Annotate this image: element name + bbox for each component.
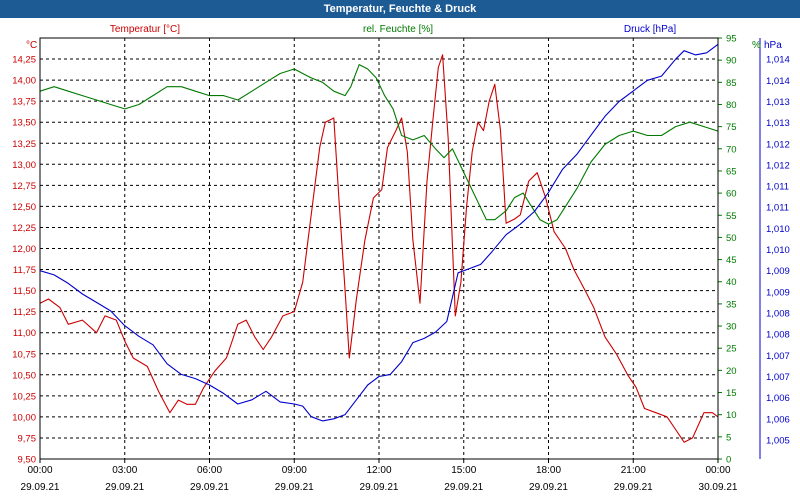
humidity-tick-label: 25	[726, 344, 737, 355]
pressure-tick-label: 1,008	[766, 309, 790, 320]
x-tick-label-date: 29.09.21	[105, 482, 144, 493]
plot-frame	[39, 37, 761, 463]
temperature-tick-label: 12,75	[12, 181, 36, 192]
humidity-tick-label: 50	[726, 233, 737, 244]
pressure-tick-label: 1,010	[766, 245, 790, 256]
x-tick-label-date: 29.09.21	[444, 482, 483, 493]
humidity-tick-label: 70	[726, 144, 737, 155]
pressure-tick-label: 1,013	[766, 118, 790, 129]
temperature-tick-label: 11,50	[13, 286, 36, 297]
pressure-tick-label: 1,014	[766, 76, 790, 87]
chart-area: 9,50 9,75 10,00 10,25 10,50 10,75 11,00 11,25 11…	[12, 24, 790, 493]
humidity-tick-label: 85	[726, 78, 737, 89]
temperature-tick-label: 13,25	[12, 139, 36, 150]
humidity-tick-label: 80	[726, 100, 737, 111]
humidity-tick-label: 65	[726, 166, 737, 177]
temperature-tick-label: 11,00	[13, 328, 36, 339]
x-tick-label-date: 29.09.21	[190, 482, 229, 493]
x-tick-label-date: 29.09.21	[21, 482, 60, 493]
humidity-tick-label: 10	[726, 410, 737, 421]
temperature-tick-label: 10,75	[12, 349, 36, 360]
x-tick-label-date: 29.09.21	[275, 482, 314, 493]
pressure-tick-label: 1,009	[766, 266, 790, 277]
pressure-tick-label: 1,012	[766, 160, 790, 171]
pressure-tick-label: 1,009	[766, 287, 790, 298]
humidity-tick-label: 30	[726, 322, 737, 333]
pressure-tick-label: 1,013	[766, 97, 790, 108]
humidity-tick-label: 60	[726, 189, 737, 200]
series-line-temperature	[39, 54, 719, 443]
temperature-tick-label: 9,50	[18, 455, 37, 466]
x-tick-label-time: 06:00	[197, 465, 222, 476]
pressure-tick-label: 1,012	[766, 139, 790, 150]
temperature-tick-label: 13,00	[12, 160, 36, 171]
chart-title: Temperatur, Feuchte & Druck	[0, 0, 800, 18]
humidity-tick-label: 35	[726, 299, 737, 310]
pressure-tick-label: 1,006	[766, 414, 790, 425]
temperature-unit-label: °C	[26, 40, 37, 51]
temperature-axis-title: Temperatur [°C]	[110, 24, 180, 35]
temperature-tick-label: 9,75	[18, 433, 37, 444]
humidity-tick-label: 5	[726, 432, 731, 443]
series-line-pressure	[39, 43, 719, 422]
temperature-tick-label: 10,50	[12, 370, 36, 381]
humidity-tick-label: 55	[726, 211, 737, 222]
x-tick-label-time: 15:00	[451, 465, 476, 476]
x-tick-label-date: 29.09.21	[614, 482, 653, 493]
pressure-tick-label: 1,014	[766, 55, 790, 66]
humidity-axis-title: rel. Feuchte [%]	[363, 24, 433, 35]
humidity-tick-label: 40	[726, 277, 737, 288]
humidity-tick-label: 95	[726, 34, 737, 45]
pressure-tick-label: 1,007	[766, 372, 790, 383]
temperature-tick-label: 14,25	[12, 55, 36, 66]
pressure-unit-label: hPa	[764, 40, 782, 51]
pressure-tick-label: 1,008	[766, 330, 790, 341]
x-tick-label-time: 18:00	[536, 465, 561, 476]
temperature-tick-label: 11,25	[13, 307, 36, 318]
humidity-tick-label: 0	[726, 455, 731, 466]
x-tick-label-time: 12:00	[366, 465, 391, 476]
series-line-humidity	[39, 64, 719, 225]
humidity-tick-label: 15	[726, 388, 737, 399]
x-tick-label-time: 21:00	[621, 465, 646, 476]
x-tick-label-time: 03:00	[112, 465, 137, 476]
pressure-tick-label: 1,005	[766, 435, 790, 446]
temperature-tick-label: 12,25	[12, 223, 36, 234]
temperature-tick-label: 13,50	[12, 118, 36, 129]
pressure-tick-label: 1,006	[766, 393, 790, 404]
x-tick-label-time: 09:00	[282, 465, 307, 476]
temperature-tick-label: 10,25	[12, 391, 36, 402]
axis-labels: 9,50 9,75 10,00 10,25 10,50 10,75 11,00 11,25 11…	[12, 24, 790, 493]
x-tick-label-date: 29.09.21	[360, 482, 399, 493]
pressure-tick-label: 1,011	[766, 182, 789, 193]
x-tick-label-time: 00:00	[27, 465, 52, 476]
temperature-tick-label: 12,00	[12, 244, 36, 255]
temperature-tick-label: 12,50	[12, 202, 36, 213]
x-tick-label-time: 00:00	[705, 465, 730, 476]
pressure-tick-label: 1,007	[766, 351, 790, 362]
pressure-tick-label: 1,011	[766, 203, 789, 214]
temperature-tick-label: 10,00	[12, 412, 36, 423]
pressure-tick-label: 1,010	[766, 224, 790, 235]
x-tick-label-date: 29.09.21	[529, 482, 568, 493]
humidity-tick-label: 75	[726, 122, 737, 133]
temperature-tick-label: 11,75	[13, 265, 36, 276]
humidity-tick-label: 45	[726, 255, 737, 266]
humidity-tick-label: 20	[726, 366, 737, 377]
temperature-tick-label: 14,00	[12, 76, 36, 87]
plot-border	[39, 37, 719, 460]
temperature-tick-label: 13,75	[12, 97, 36, 108]
pressure-axis-title: Druck [hPa]	[624, 24, 676, 35]
x-tick-label-date: 30.09.21	[699, 482, 738, 493]
series-lines	[39, 43, 719, 443]
humidity-tick-label: 90	[726, 56, 737, 67]
grid-lines	[40, 38, 718, 460]
humidity-unit-label: %	[752, 40, 761, 51]
